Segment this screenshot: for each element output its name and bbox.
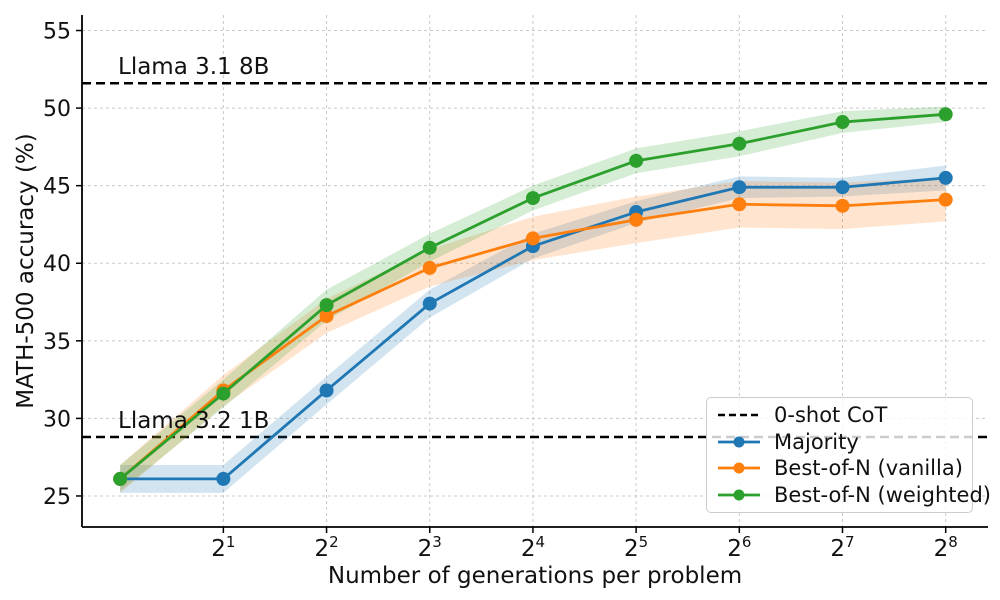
legend-entry-0-shot-cot: 0-shot CoT xyxy=(716,402,966,428)
y-tick-label: 45 xyxy=(43,175,71,200)
x-tick-label: 22 xyxy=(314,533,338,562)
x-tick-label: 25 xyxy=(624,533,648,562)
y-tick-label: 25 xyxy=(43,485,71,510)
legend: 0-shot CoT Majority Best-of-N (vanilla) … xyxy=(706,397,991,513)
legend-entry-majority: Majority xyxy=(716,429,966,455)
x-tick-label: 27 xyxy=(830,533,854,562)
legend-label: Best-of-N (weighted) xyxy=(774,482,991,507)
legend-label: Best-of-N (vanilla) xyxy=(774,456,963,481)
line-marker-sample-icon xyxy=(718,462,760,474)
annotation-llama-3-2-1b: Llama 3.2 1B xyxy=(118,408,270,434)
y-tick-label: 50 xyxy=(43,97,71,122)
legend-entry-best-of-n-weighted: Best-of-N (weighted) xyxy=(716,482,991,508)
x-axis-label: Number of generations per problem xyxy=(327,563,743,589)
x-tick-label: 28 xyxy=(934,533,958,562)
line-marker-sample-icon xyxy=(718,489,760,501)
y-axis-label: MATH-500 accuracy (%) xyxy=(13,133,39,409)
y-tick-label: 40 xyxy=(43,252,71,277)
y-tick-label: 35 xyxy=(43,330,71,355)
legend-label: 0-shot CoT xyxy=(774,403,888,428)
series-markers-best-of-n-weighted xyxy=(113,107,953,486)
x-tick-label: 26 xyxy=(727,533,751,562)
x-tick-label: 23 xyxy=(418,533,442,562)
y-tick-label: 30 xyxy=(43,407,71,432)
x-tick-label: 21 xyxy=(211,533,235,562)
y-tick-label: 55 xyxy=(43,20,71,45)
legend-label: Majority xyxy=(774,429,859,454)
line-marker-sample-icon xyxy=(718,436,760,448)
tick-marks xyxy=(76,29,947,533)
dashed-line-sample-icon xyxy=(718,414,760,417)
x-tick-label: 24 xyxy=(521,533,545,562)
annotation-llama-3-1-8b: Llama 3.1 8B xyxy=(118,54,270,81)
legend-entry-best-of-n-vanilla: Best-of-N (vanilla) xyxy=(716,455,966,481)
